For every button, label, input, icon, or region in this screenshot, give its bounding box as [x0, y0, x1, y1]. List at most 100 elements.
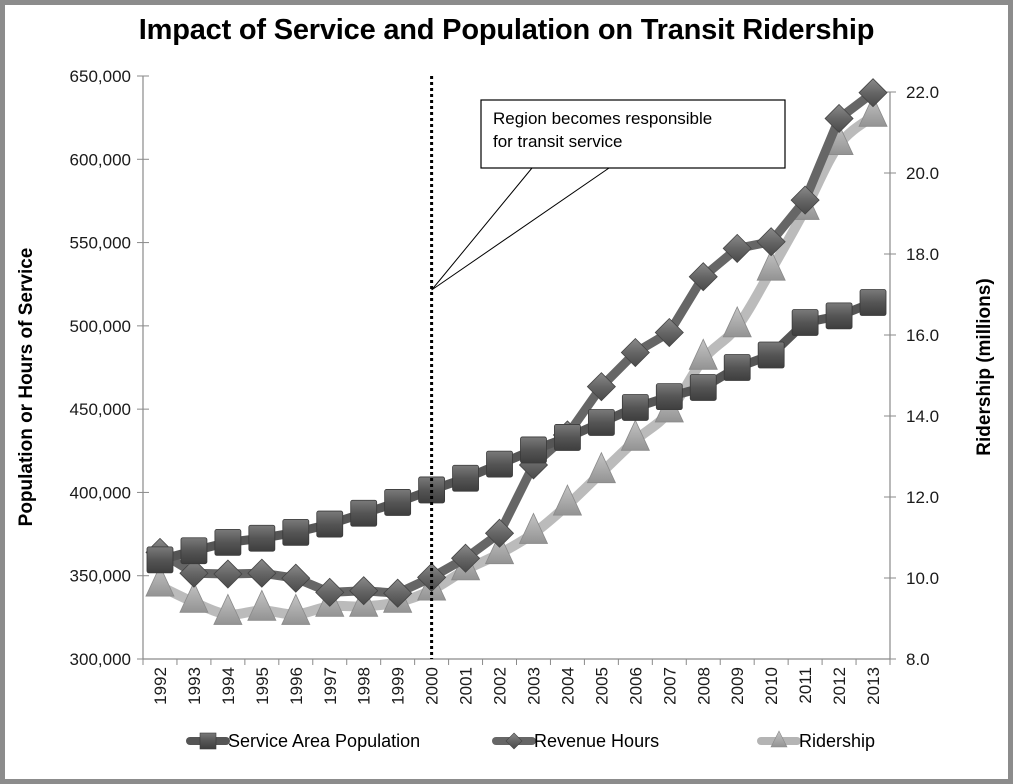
- data-point-diamond: [824, 103, 854, 134]
- data-point-square: [723, 354, 751, 381]
- x-tick-label: 2009: [728, 667, 747, 705]
- data-point-square: [146, 546, 174, 574]
- data-point-diamond: [349, 576, 379, 606]
- series-service-area-population: [146, 289, 887, 574]
- data-point-triangle: [858, 95, 888, 127]
- data-point-diamond: [654, 317, 684, 348]
- y-tick-label: 500,000: [70, 317, 131, 336]
- chart-title: Impact of Service and Population on Tran…: [138, 14, 875, 46]
- series-revenue-hours: [145, 78, 888, 608]
- x-tick-label: 1994: [219, 667, 238, 705]
- x-tick-label: 1995: [253, 667, 272, 705]
- data-point-diamond: [484, 518, 515, 548]
- data-point-triangle: [620, 419, 650, 451]
- x-tick-label: 1999: [389, 667, 408, 705]
- annotation-text-line: Region becomes responsible: [493, 109, 712, 128]
- data-point-triangle: [179, 581, 209, 613]
- data-point-square: [825, 302, 853, 330]
- y-tick-label: 300,000: [70, 650, 131, 669]
- y-tick-label: 550,000: [70, 234, 131, 253]
- legend: Service Area Population Revenue Hours Ride…: [186, 730, 875, 751]
- data-point-triangle: [484, 532, 515, 565]
- x-tick-label: 1996: [287, 667, 306, 705]
- series-line: [155, 88, 878, 598]
- annotation-layer: Region becomes responsible for transit s…: [430, 76, 786, 659]
- x-tick-label: 2003: [524, 667, 543, 705]
- data-point-square: [621, 394, 649, 421]
- legend-label: Ridership: [799, 731, 875, 751]
- x-tick-label: 2002: [491, 667, 510, 705]
- series-line: [155, 298, 878, 565]
- x-tick-label: 2012: [830, 667, 849, 705]
- y-tick-label: 650,000: [70, 67, 131, 86]
- y-axis-title: Population or Hours of Service: [16, 248, 37, 527]
- y-tick-label: 600,000: [70, 150, 131, 169]
- data-point-square: [452, 464, 479, 492]
- y2-tick-label: 14.0: [906, 407, 939, 426]
- legend-item-revenue-hours: Revenue Hours: [492, 731, 659, 751]
- x-tick-label: 2006: [626, 667, 645, 705]
- x-tick-label: 2010: [762, 667, 781, 705]
- data-point-diamond: [417, 562, 447, 592]
- data-point-square: [248, 524, 276, 552]
- x-tick-label: 2004: [558, 667, 577, 705]
- data-point-square: [350, 499, 378, 527]
- data-point-triangle: [722, 305, 752, 338]
- data-point-square: [689, 374, 717, 401]
- data-point-square: [587, 409, 615, 436]
- data-point-square: [384, 489, 412, 516]
- legend-label: Service Area Population: [228, 731, 420, 751]
- legend-square-icon: [199, 732, 217, 750]
- y-tick-label: 450,000: [70, 400, 131, 419]
- annotation-callout-wedge: [431, 167, 611, 291]
- data-point-square: [180, 537, 208, 565]
- data-point-square: [757, 341, 785, 369]
- axes: 300,000 350,000 400,000 450,000 500,000 550,0…: [70, 67, 940, 705]
- legend-label: Revenue Hours: [534, 731, 659, 751]
- data-point-diamond: [179, 558, 209, 588]
- x-tick-label: 2005: [592, 667, 611, 705]
- data-point-diamond: [858, 78, 888, 108]
- data-point-square: [791, 309, 819, 336]
- data-point-triangle: [213, 593, 243, 625]
- x-tick-label: 2001: [457, 667, 476, 705]
- x-tick-label: 2011: [796, 667, 815, 704]
- data-point-square: [655, 383, 683, 411]
- data-point-triangle: [586, 451, 617, 484]
- data-point-square: [859, 289, 887, 316]
- y2-tick-label: 18.0: [906, 245, 939, 264]
- data-point-square: [282, 519, 310, 546]
- data-point-diamond: [688, 262, 718, 292]
- data-point-diamond: [790, 185, 820, 215]
- x-tick-label: 1998: [355, 667, 374, 705]
- y2-tick-label: 10.0: [906, 569, 939, 588]
- y-tick-label: 400,000: [70, 483, 131, 502]
- data-point-diamond: [620, 337, 650, 368]
- legend-item-ridership: Ridership: [757, 730, 875, 751]
- data-point-square: [316, 510, 344, 538]
- y2-tick-label: 12.0: [906, 488, 939, 507]
- y2-tick-label: 22.0: [906, 83, 939, 102]
- x-tick-label: 2013: [864, 667, 883, 705]
- data-point-diamond: [315, 577, 345, 607]
- legend-diamond-icon: [505, 732, 523, 750]
- data-point-diamond: [383, 578, 413, 608]
- x-tick-label: 1997: [321, 667, 340, 705]
- x-tick-label: 2008: [694, 667, 713, 705]
- x-tick-label: 1993: [185, 667, 204, 705]
- y2-tick-label: 16.0: [906, 326, 939, 345]
- data-point-triangle: [247, 589, 277, 621]
- y-tick-label: 350,000: [70, 567, 131, 586]
- x-tick-label: 1992: [151, 667, 170, 705]
- annotation-box: [480, 99, 786, 169]
- data-point-diamond: [586, 372, 616, 402]
- y2-tick-label: 20.0: [906, 164, 939, 183]
- data-point-square: [486, 450, 513, 478]
- data-point-diamond: [756, 227, 786, 257]
- data-point-diamond: [213, 559, 243, 589]
- series-layer: [145, 78, 888, 625]
- data-point-triangle: [518, 512, 549, 544]
- data-point-triangle: [552, 484, 583, 516]
- data-point-triangle: [281, 593, 311, 625]
